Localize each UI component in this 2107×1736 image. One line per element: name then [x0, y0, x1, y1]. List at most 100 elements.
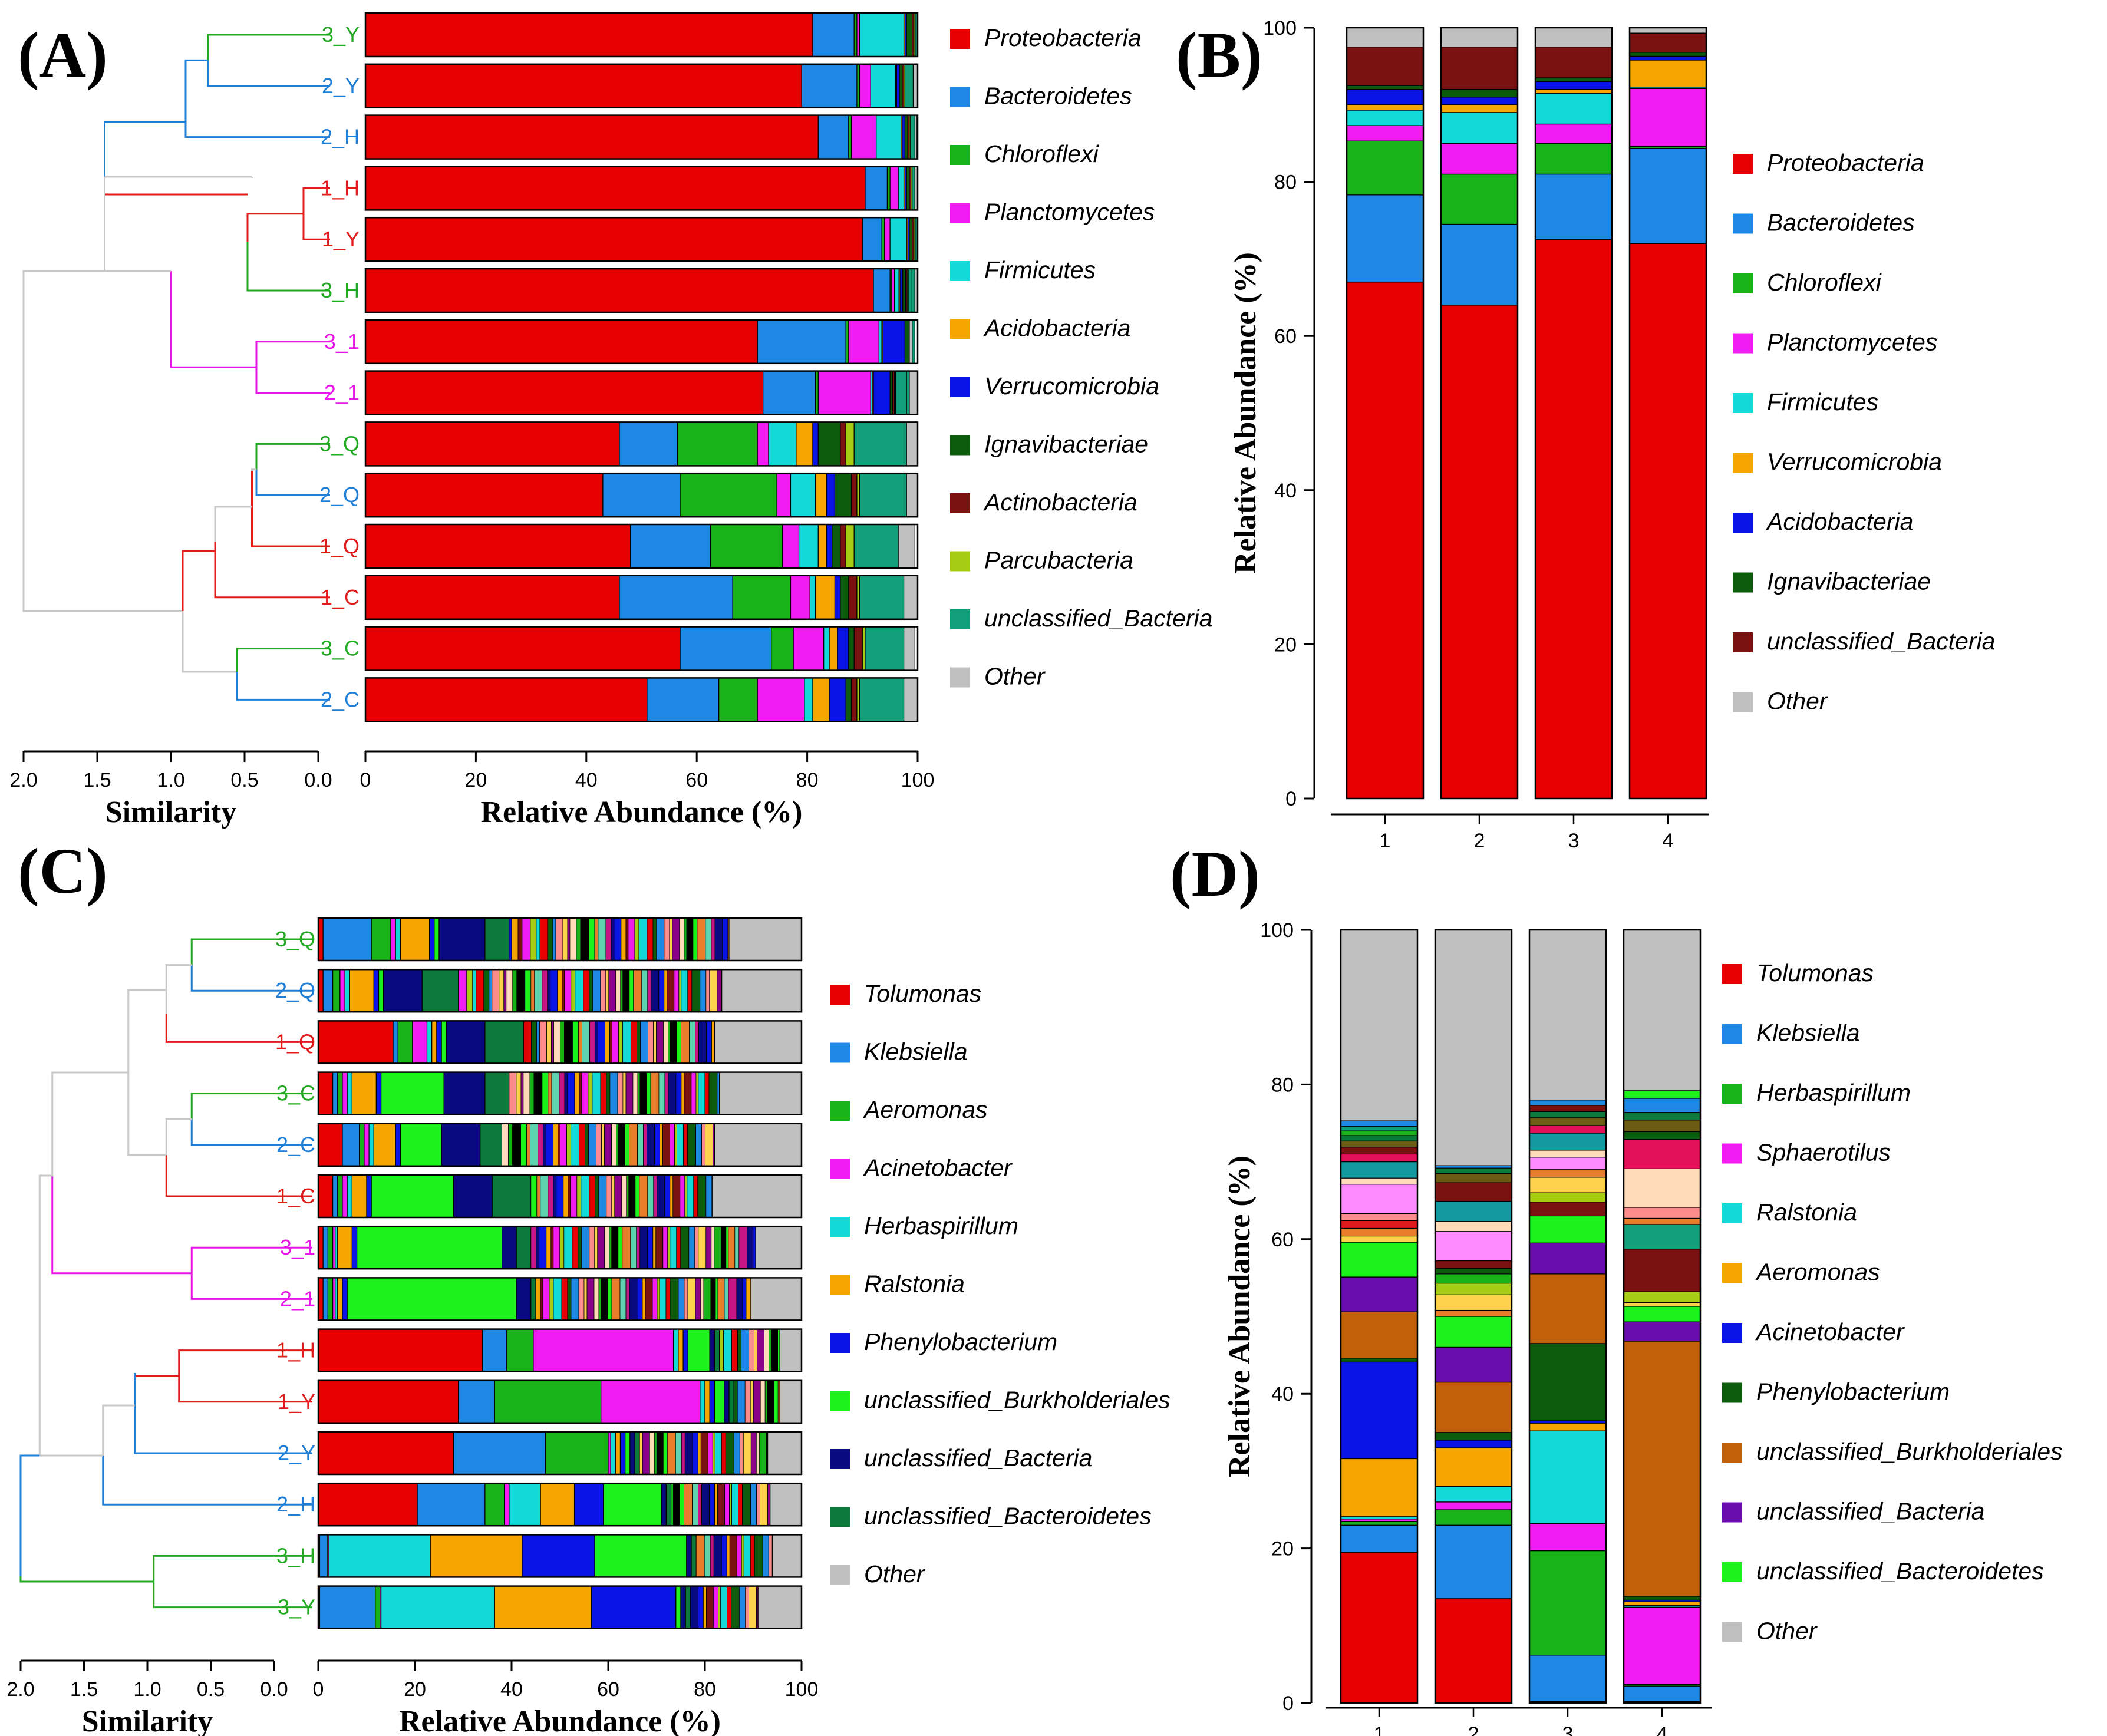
bar-segment-minor-taxon: [617, 1072, 624, 1115]
bar-segment-Phenylobacterium: [1340, 1358, 1418, 1363]
bar-segment-unclassified_Bacteria: [516, 1277, 532, 1321]
legend-label: unclassified_Bacteria: [1756, 1498, 1984, 1525]
bar-segment-Ignavibacteriae: [840, 575, 849, 620]
bar-segment-minor-taxon: [718, 1586, 721, 1629]
bar-segment-Bacteroidetes: [757, 319, 846, 364]
bar-segment-Ralstonia: [373, 1123, 396, 1167]
bar-segment-Proteobacteria: [365, 217, 863, 262]
x-tick-label: 100: [785, 1678, 819, 1701]
bar-segment-minor-taxon: [1340, 1220, 1418, 1229]
bar-segment-Phenylobacterium: [366, 1174, 372, 1218]
bar-segment-Other: [750, 1277, 802, 1321]
bar-segment-minor-taxon: [542, 1277, 550, 1321]
bar-segment-minor-taxon: [559, 1226, 565, 1269]
dendrogram-branch: [22, 270, 183, 612]
bar-segment-Firmicutes: [878, 319, 882, 364]
bar-segment-Other: [914, 115, 917, 160]
bar-segment-minor-taxon: [516, 1072, 522, 1115]
legend-swatch: [830, 1217, 850, 1237]
bar-segment-Acidobacteria: [796, 421, 813, 467]
bar-segment-minor-taxon: [715, 1277, 718, 1321]
bar-segment-minor-taxon: [714, 1226, 722, 1269]
bar-segment-minor-taxon: [759, 1431, 767, 1475]
bar-segment-minor-taxon: [738, 1483, 743, 1526]
bar-segment-Ignavibacteriae: [906, 166, 910, 210]
bar-segment-Ralstonia: [1529, 1430, 1607, 1524]
bar-segment-Other: [1435, 929, 1512, 1166]
bar-segment-unclassified_Bacteroidetes: [516, 1226, 532, 1269]
bar-segment-Klebsiella: [1623, 1685, 1701, 1702]
bar-segment-minor-taxon: [1435, 1309, 1512, 1317]
legend-swatch: [950, 551, 970, 572]
bar-segment-minor-taxon: [1529, 1192, 1607, 1203]
bar-segment-minor-taxon: [492, 969, 500, 1012]
bar-segment-minor-taxon: [649, 1431, 655, 1475]
bar-segment-Bacteroidetes: [680, 626, 772, 671]
bar-segment-Verrucomicrobia: [829, 677, 846, 722]
bar-segment-Herbaspirillum: [509, 1483, 541, 1526]
bar-segment-minor-taxon: [611, 1277, 621, 1321]
similarity-tick-label: 2.0: [6, 1678, 34, 1701]
bar-segment-unclassified_Bacteria: [1535, 47, 1613, 78]
bar-segment-minor-taxon: [508, 1123, 513, 1167]
bar-outline: [364, 575, 919, 621]
bar-segment-minor-taxon: [1435, 1173, 1512, 1183]
bar-segment-Firmicutes: [870, 64, 896, 108]
bar-segment-unclassified_Bacteria: [1629, 32, 1707, 53]
bar-segment-Other: [898, 524, 915, 569]
bar-segment-minor-taxon: [742, 1277, 747, 1321]
bar-segment-minor-taxon: [607, 1277, 612, 1321]
bar-segment-minor-taxon: [635, 1174, 640, 1218]
dendrogram-branch: [127, 989, 167, 1156]
bar-segment-minor-taxon: [618, 1123, 625, 1167]
bar-segment-minor-taxon: [549, 1277, 554, 1321]
bar-segment-Sphaerotilus: [1623, 1606, 1701, 1685]
legend-label: unclassified_Bacteroidetes: [864, 1503, 1152, 1530]
bar-segment-minor-taxon: [664, 1072, 669, 1115]
similarity-tick-label: 2.0: [9, 769, 37, 791]
bar-segment-minor-taxon: [704, 1534, 711, 1577]
dendrogram-branch: [165, 1118, 192, 1155]
bar-segment-minor-taxon: [547, 917, 553, 961]
bar-segment-Proteobacteria: [365, 524, 631, 569]
bar-segment-minor-taxon: [708, 1072, 718, 1115]
bar-segment-unclassified_Bacteroidetes: [1435, 1316, 1512, 1348]
bar-segment-Chloroflexi: [848, 115, 852, 160]
bar-segment-minor-taxon: [659, 1277, 667, 1321]
dendrogram-branch: [255, 443, 330, 470]
bar-segment-minor-taxon: [698, 1586, 704, 1629]
dendrogram-branch: [214, 542, 330, 599]
bar-segment-minor-taxon: [536, 1226, 540, 1269]
bar-segment-minor-taxon: [713, 1534, 722, 1577]
bar-segment-Klebsiella: [453, 1431, 546, 1475]
bar-segment-minor-taxon: [578, 1021, 582, 1064]
bar-segment-minor-taxon: [1435, 1268, 1512, 1275]
bar-segment-unclassified_Bacteria: [912, 319, 915, 364]
bar-segment-minor-taxon: [523, 1072, 530, 1115]
legend-label: Ignavibacteriae: [984, 431, 1148, 458]
bar-segment-Other: [1623, 929, 1701, 1091]
bar-segment-minor-taxon: [655, 1226, 664, 1269]
bar-segment-Other: [903, 575, 918, 620]
x-tick-label: 60: [597, 1678, 619, 1701]
bar-segment-minor-taxon: [692, 1431, 698, 1475]
bar-segment-Aeromonas: [327, 1226, 334, 1269]
legend-label: Herbaspirillum: [864, 1212, 1018, 1239]
bar-segment-Ignavibacteriae: [848, 626, 855, 671]
bar-segment-minor-taxon: [596, 1123, 602, 1167]
bar-segment-Verrucomicrobia: [837, 626, 849, 671]
bar-segment-minor-taxon: [712, 1431, 715, 1475]
dendrogram-branch: [207, 34, 330, 61]
bar-segment-minor-taxon: [534, 969, 543, 1012]
bar-segment-minor-taxon: [720, 1586, 727, 1629]
x-tick-label: 4: [1663, 830, 1674, 852]
bar-segment-Chloroflexi: [856, 64, 860, 108]
bar-segment-Proteobacteria: [365, 115, 819, 160]
bar-segment-Bacteroidetes: [865, 166, 888, 210]
legend-swatch: [950, 609, 970, 629]
bar-segment-minor-taxon: [626, 1174, 629, 1218]
x-tick-label: 20: [404, 1678, 426, 1701]
bar-segment-Chloroflexi: [1440, 173, 1518, 225]
bar-segment-unclassified_Bacteroidetes: [1340, 1242, 1418, 1278]
